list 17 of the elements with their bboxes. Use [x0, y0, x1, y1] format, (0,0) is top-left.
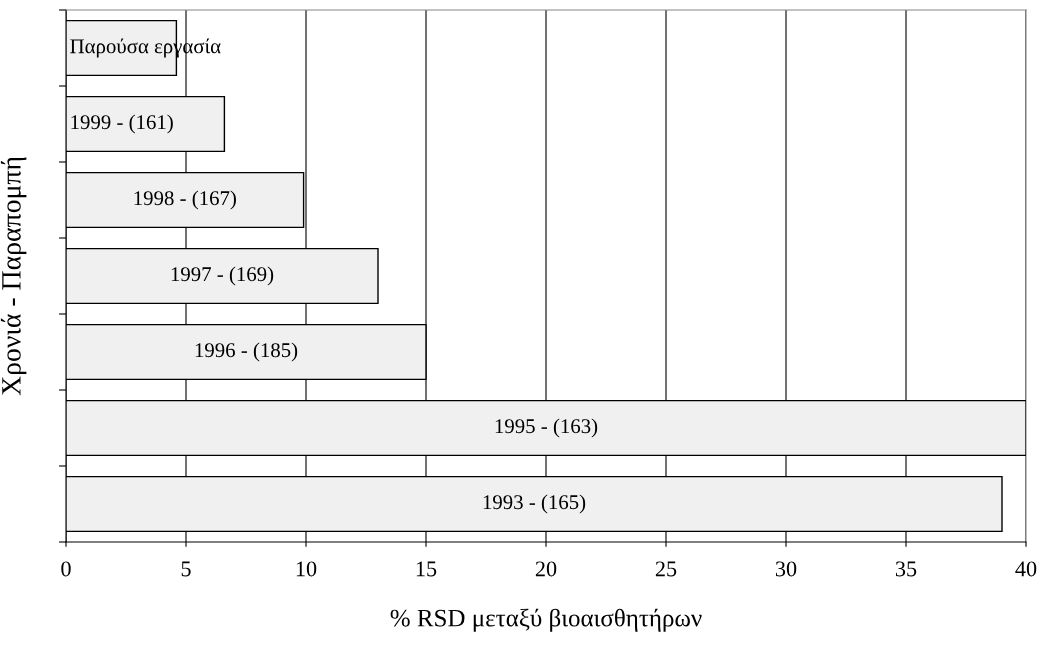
x-tick-label: 0: [61, 561, 71, 577]
y-tick-label: 1995 - (163): [495, 418, 598, 438]
y-axis-title: Χρονιά - Παραπομπή: [0, 157, 27, 396]
y-tick-label: 1996 - (185): [195, 342, 298, 362]
x-tick-label: 15: [416, 561, 437, 577]
x-tick-label: 40: [1015, 561, 1037, 577]
x-tick-label: 20: [535, 561, 557, 577]
x-tick-label: 35: [895, 561, 917, 577]
x-tick-label: 30: [775, 561, 797, 577]
y-tick-label: 1997 - (169): [171, 266, 274, 286]
x-axis-title: % RSD μεταξύ βιοαισθητήρων: [390, 608, 702, 632]
x-tick-label: 25: [655, 561, 677, 577]
y-tick-label: 1998 - (167): [134, 190, 236, 210]
x-tick-label: 10: [296, 561, 317, 577]
x-tick-label: 5: [181, 561, 191, 577]
y-tick-label: 1993 - (165): [483, 494, 586, 514]
y-tick-label: 1999 - (161): [71, 114, 173, 134]
